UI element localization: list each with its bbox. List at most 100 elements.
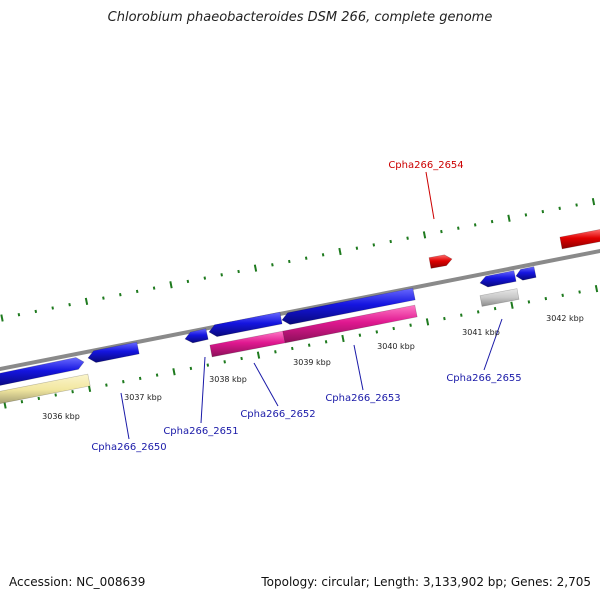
inner-major-tick [3, 401, 7, 409]
outer-major-tick [84, 297, 89, 306]
outer-minor-tick [490, 219, 494, 224]
inner-minor-tick [155, 373, 159, 377]
outer-tick-track [0, 197, 596, 322]
axis-labels: 3036 kbp 3037 kbp 3038 kbp 3039 kbp 3040… [42, 314, 584, 421]
outer-major-tick [338, 247, 342, 256]
inner-minor-tick [138, 376, 142, 381]
outer-minor-tick [135, 289, 139, 294]
inner-major-tick [341, 334, 345, 343]
inner-tick-track [3, 284, 599, 409]
gene-features [0, 229, 600, 405]
outer-minor-tick [102, 296, 105, 300]
label-leader-lines [120, 171, 503, 440]
genome-summary-text: Topology: circular; Length: 3,133,902 bp… [261, 575, 591, 589]
gene-labels: Cpha266_2650 Cpha266_2651 Cpha266_2652 C… [91, 160, 521, 453]
outer-minor-tick [457, 226, 460, 230]
inner-minor-tick [561, 293, 564, 297]
outer-minor-tick [203, 276, 207, 280]
inner-minor-tick [358, 333, 362, 337]
gene-label-cpha266-2650[interactable]: Cpha266_2650 [91, 442, 166, 453]
inner-major-tick [425, 318, 430, 326]
gene-cpha266-2653-arrow[interactable] [281, 287, 416, 325]
gene-label-cpha266-2655[interactable]: Cpha266_2655 [446, 373, 521, 384]
inner-minor-tick [307, 343, 311, 347]
gene-2655-neighbour-arrow[interactable] [515, 266, 537, 281]
outer-minor-tick [119, 293, 122, 297]
outer-major-tick [507, 214, 511, 222]
inner-minor-tick [223, 360, 226, 364]
inner-minor-tick [240, 356, 243, 361]
outer-major-tick [253, 264, 258, 272]
map-title: Chlorobium phaeobacteroides DSM 266, com… [107, 10, 493, 25]
leader-cpha266-2652 [253, 362, 279, 407]
gene-right-edge-arrow[interactable] [559, 229, 600, 250]
gene-cpha266-2650-rna-bar[interactable] [0, 373, 91, 405]
inner-major-tick [594, 284, 599, 293]
outer-minor-tick [372, 243, 376, 247]
leader-cpha266-2653 [353, 344, 364, 391]
gene-label-cpha266-2653[interactable]: Cpha266_2653 [325, 393, 400, 404]
outer-minor-tick [440, 229, 443, 234]
gene-label-cpha266-2651[interactable]: Cpha266_2651 [163, 426, 238, 437]
gene-label-cpha266-2652[interactable]: Cpha266_2652 [240, 409, 315, 420]
gene-cpha266-2655-arrow[interactable] [479, 270, 517, 288]
outer-major-tick [591, 197, 596, 206]
inner-major-tick [510, 301, 514, 309]
inner-minor-tick [527, 300, 531, 304]
inner-minor-tick [37, 396, 41, 401]
genome-backbone [0, 248, 600, 372]
leader-cpha266-2655 [483, 318, 503, 371]
axis-label-3040: 3040 kbp [377, 342, 415, 351]
leader-cpha266-2654 [425, 171, 435, 220]
outer-minor-tick [271, 263, 274, 267]
inner-major-tick [172, 368, 176, 376]
outer-minor-tick [389, 239, 392, 244]
gene-cpha266-2651-arrow[interactable] [208, 311, 283, 337]
outer-minor-tick [524, 213, 528, 217]
inner-minor-tick [54, 393, 57, 397]
outer-minor-tick [541, 209, 545, 214]
axis-label-3039: 3039 kbp [293, 358, 331, 367]
outer-minor-tick [68, 303, 71, 307]
gene-cpha266-2654-arrow[interactable] [428, 254, 453, 269]
inner-minor-tick [375, 330, 379, 334]
gene-cpha266-2650-arrow[interactable] [0, 357, 85, 387]
outer-major-tick [169, 281, 173, 289]
inner-minor-tick [206, 363, 210, 367]
inner-minor-tick [105, 383, 108, 387]
gene-label-cpha266-2654[interactable]: Cpha266_2654 [388, 160, 463, 171]
outer-minor-tick [17, 313, 21, 317]
gene-small-arrow[interactable] [184, 328, 209, 344]
axis-label-3036: 3036 kbp [42, 412, 80, 421]
outer-minor-tick [473, 223, 477, 227]
axis-label-3038: 3038 kbp [209, 375, 247, 384]
inner-minor-tick [274, 350, 277, 354]
inner-minor-tick [476, 310, 480, 314]
axis-label-3042: 3042 kbp [546, 314, 584, 323]
outer-minor-tick [237, 269, 240, 274]
inner-minor-tick [443, 316, 446, 321]
outer-major-tick [0, 314, 4, 322]
inner-minor-tick [291, 346, 294, 351]
inner-minor-tick [544, 296, 548, 301]
outer-minor-tick [304, 256, 308, 260]
inner-minor-tick [122, 380, 125, 384]
inner-minor-tick [71, 390, 74, 394]
inner-minor-tick [493, 306, 497, 311]
accession-text: Accession: NC_008639 [9, 575, 146, 589]
gene-cpha266-2653-bar[interactable] [282, 304, 418, 344]
outer-minor-tick [321, 253, 325, 257]
inner-minor-tick [460, 313, 463, 317]
inner-minor-tick [189, 366, 193, 371]
gene-cpha266-2655-pseudo-bar[interactable] [479, 288, 520, 307]
inner-major-tick [256, 351, 261, 359]
outer-minor-tick [575, 203, 578, 207]
outer-minor-tick [152, 286, 156, 290]
outer-minor-tick [220, 273, 223, 277]
outer-minor-tick [406, 236, 409, 240]
gene-2650-neighbour-arrow[interactable] [87, 341, 140, 363]
outer-minor-tick [355, 246, 359, 250]
outer-minor-tick [34, 309, 38, 314]
leader-cpha266-2650 [120, 392, 130, 440]
